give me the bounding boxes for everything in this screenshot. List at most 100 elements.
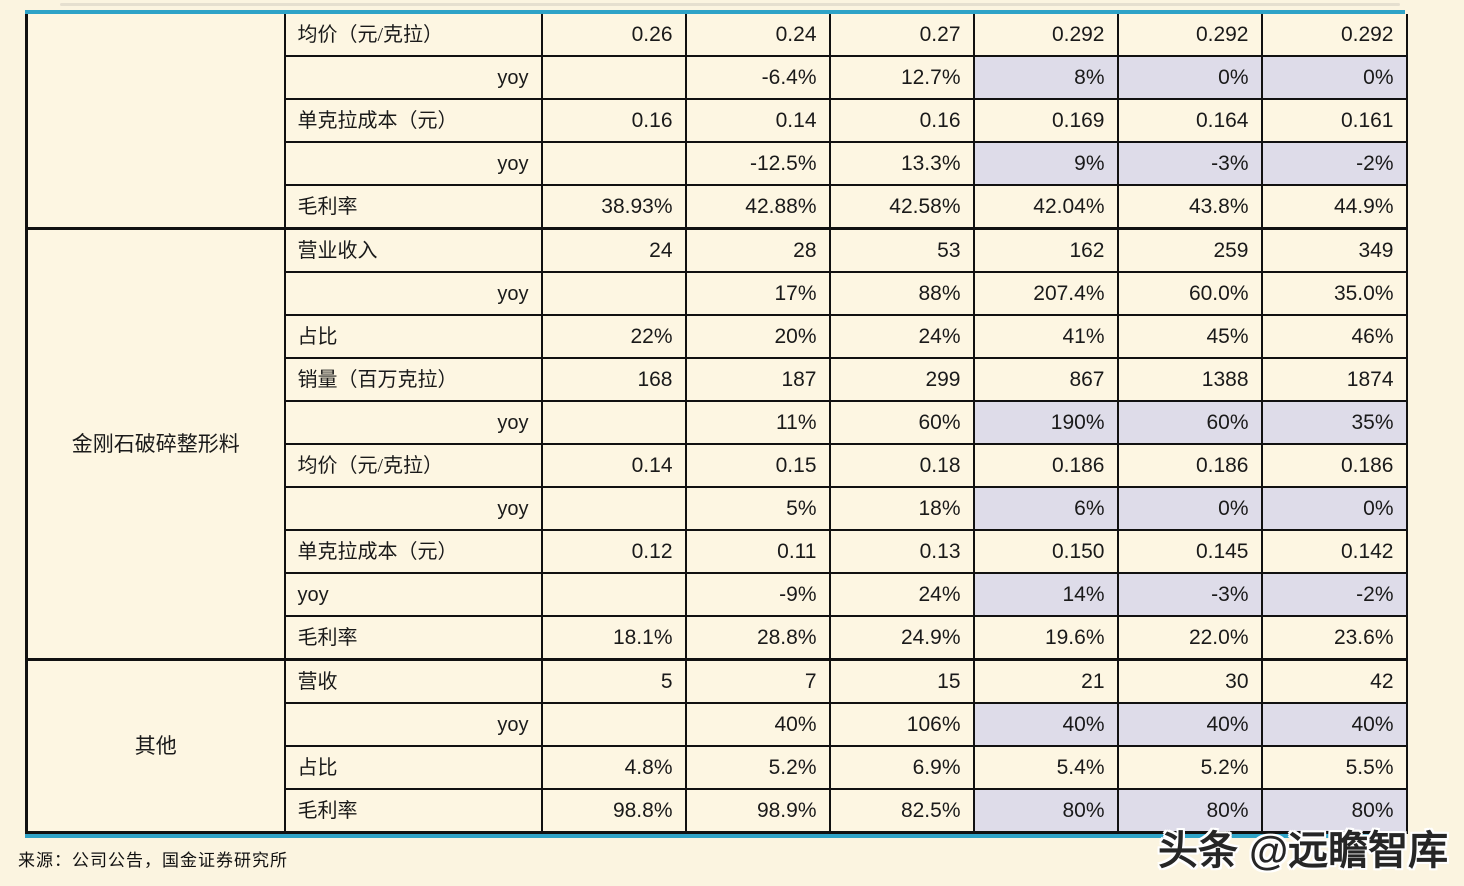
value-cell: -12.5% <box>684 141 831 186</box>
value-cell: 38.93% <box>540 184 687 230</box>
table-row: yoy -9% 24% 14% -3% -2% <box>27 572 1408 617</box>
value-cell: 53 <box>828 227 975 273</box>
value-cell: 0.26 <box>540 14 687 57</box>
value-cell: 98.9% <box>684 788 831 834</box>
value-cell: 24% <box>828 572 975 617</box>
value-cell <box>540 55 687 100</box>
category-cell <box>25 14 286 230</box>
value-cell: 42.58% <box>828 184 975 230</box>
row-label: yoy <box>283 400 543 445</box>
row-label: yoy <box>283 271 543 316</box>
value-cell: 28 <box>684 227 831 273</box>
value-cell: -3% <box>1116 141 1263 186</box>
value-cell: 35% <box>1260 400 1408 445</box>
value-cell: 0% <box>1116 486 1263 531</box>
value-cell: 5.5% <box>1260 745 1408 790</box>
value-cell: 82.5% <box>828 788 975 834</box>
category-cell: 其他 <box>25 658 286 834</box>
value-cell: 0.186 <box>972 443 1119 488</box>
row-label: 毛利率 <box>283 615 543 661</box>
table-row: yoy 5% 18% 6% 0% 0% <box>27 486 1408 531</box>
value-cell: 0.145 <box>1116 529 1263 574</box>
value-cell: 4.8% <box>540 745 687 790</box>
row-label: 均价（元/克拉） <box>283 14 543 57</box>
row-label: 毛利率 <box>283 788 543 834</box>
value-cell: 44.9% <box>1260 184 1408 230</box>
value-cell: 15 <box>828 658 975 704</box>
row-label: 均价（元/克拉） <box>283 443 543 488</box>
value-cell: 168 <box>540 357 687 402</box>
value-cell: 0.164 <box>1116 98 1263 143</box>
value-cell: 80% <box>972 788 1119 834</box>
value-cell: 6% <box>972 486 1119 531</box>
table-row: 金刚石破碎整形料 营业收入 24 28 53 162 259 349 <box>25 227 1408 661</box>
value-cell: -2% <box>1260 141 1408 186</box>
value-cell: 6.9% <box>828 745 975 790</box>
value-cell: 190% <box>972 400 1119 445</box>
value-cell: 80% <box>1116 788 1263 834</box>
value-cell: 0.14 <box>540 443 687 488</box>
table-row: yoy 11% 60% 190% 60% 35% <box>27 400 1408 445</box>
row-label: yoy <box>283 702 543 747</box>
value-cell: 40% <box>684 702 831 747</box>
table-row: 单克拉成本（元） 0.12 0.11 0.13 0.150 0.145 0.142 <box>27 529 1408 574</box>
value-cell <box>540 271 687 316</box>
value-cell: 1874 <box>1260 357 1408 402</box>
value-cell: 45% <box>1116 314 1263 359</box>
source-note: 来源：公司公告，国金证券研究所 <box>18 851 288 870</box>
value-cell: 24.9% <box>828 615 975 661</box>
value-cell: 9% <box>972 141 1119 186</box>
value-cell: 42.04% <box>972 184 1119 230</box>
value-cell: 7 <box>684 658 831 704</box>
table-row: 均价（元/克拉） 0.26 0.24 0.27 0.292 0.292 0.292 <box>25 14 1408 230</box>
value-cell: 22.0% <box>1116 615 1263 661</box>
table-row: 占比 22% 20% 24% 41% 45% 46% <box>27 314 1408 359</box>
table-row: 销量（百万克拉） 168 187 299 867 1388 1874 <box>27 357 1408 402</box>
value-cell: 60.0% <box>1116 271 1263 316</box>
value-cell: 40% <box>1116 702 1263 747</box>
table-row: yoy 17% 88% 207.4% 60.0% 35.0% <box>27 271 1408 316</box>
table-row: 占比 4.8% 5.2% 6.9% 5.4% 5.2% 5.5% <box>27 745 1408 790</box>
table-row: yoy -6.4% 12.7% 8% 0% 0% <box>27 55 1408 100</box>
value-cell: 5.4% <box>972 745 1119 790</box>
value-cell: 349 <box>1260 227 1408 273</box>
value-cell: 0% <box>1116 55 1263 100</box>
value-cell: 0.169 <box>972 98 1119 143</box>
value-cell: 5.2% <box>684 745 831 790</box>
value-cell: 18% <box>828 486 975 531</box>
value-cell: 0.142 <box>1260 529 1408 574</box>
value-cell: 43.8% <box>1116 184 1263 230</box>
table-row: 均价（元/克拉） 0.14 0.15 0.18 0.186 0.186 0.186 <box>27 443 1408 488</box>
value-cell: -9% <box>684 572 831 617</box>
value-cell: 28.8% <box>684 615 831 661</box>
value-cell: 88% <box>828 271 975 316</box>
value-cell: 0.16 <box>828 98 975 143</box>
cropped-row-artifact <box>60 3 1400 6</box>
table-row: 毛利率 98.8% 98.9% 82.5% 80% 80% 80% <box>27 788 1408 834</box>
value-cell: 24% <box>828 314 975 359</box>
value-cell: 207.4% <box>972 271 1119 316</box>
value-cell: 46% <box>1260 314 1408 359</box>
watermark: 头条 @远瞻智库 <box>1158 829 1449 873</box>
table-row: yoy -12.5% 13.3% 9% -3% -2% <box>27 141 1408 186</box>
row-label: 单克拉成本（元） <box>283 529 543 574</box>
value-cell: 30 <box>1116 658 1263 704</box>
row-label: yoy <box>283 572 543 617</box>
value-cell: 8% <box>972 55 1119 100</box>
value-cell: 80% <box>1260 788 1408 834</box>
value-cell: 0.27 <box>828 14 975 57</box>
value-cell: 0% <box>1260 486 1408 531</box>
value-cell: 187 <box>684 357 831 402</box>
value-cell: 0.292 <box>1116 14 1263 57</box>
table-row: 其他 营收 5 7 15 21 30 42 <box>25 658 1408 834</box>
value-cell: 0.16 <box>540 98 687 143</box>
row-label: 单克拉成本（元） <box>283 98 543 143</box>
value-cell: 35.0% <box>1260 271 1408 316</box>
value-cell: 0.292 <box>972 14 1119 57</box>
value-cell: 5% <box>684 486 831 531</box>
value-cell: 40% <box>972 702 1119 747</box>
value-cell: 14% <box>972 572 1119 617</box>
table-row: 单克拉成本（元） 0.16 0.14 0.16 0.169 0.164 0.161 <box>27 98 1408 143</box>
value-cell: 299 <box>828 357 975 402</box>
value-cell: 0.186 <box>1116 443 1263 488</box>
